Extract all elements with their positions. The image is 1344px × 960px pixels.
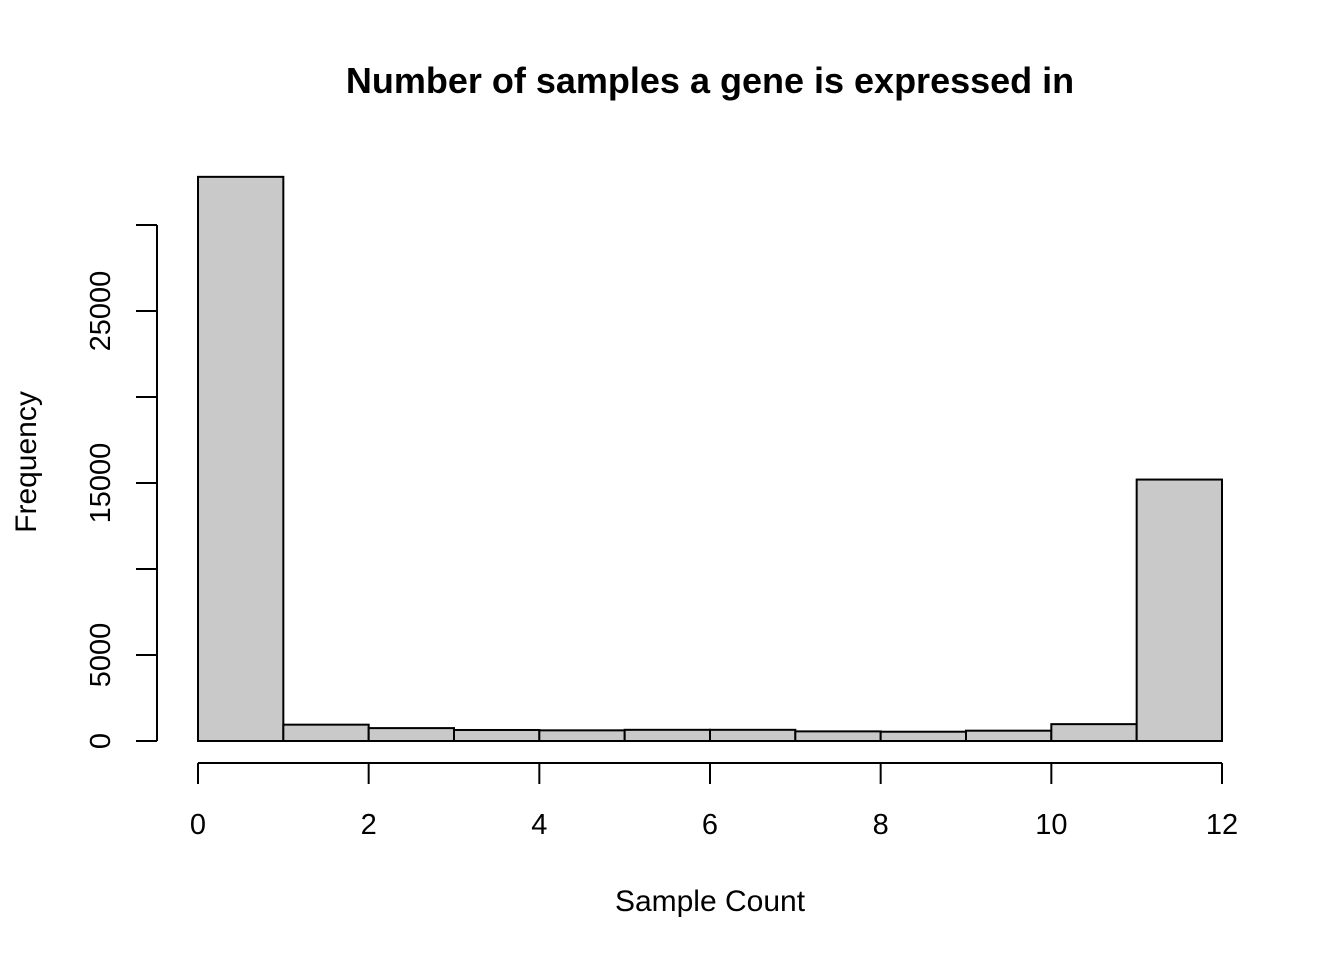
y-axis-label: Frequency: [10, 391, 43, 533]
bars-group: [197, 175, 1223, 743]
histogram-bar: [282, 723, 370, 742]
histogram-bar: [965, 729, 1053, 742]
y-tick-label: 15000: [85, 443, 117, 524]
x-tick-label: 8: [873, 809, 889, 841]
histogram-bar: [623, 728, 712, 743]
histogram-bar: [453, 728, 541, 743]
x-tick-label: 6: [702, 809, 718, 841]
y-tick-label: 0: [85, 733, 117, 749]
x-tick-label: 10: [1035, 809, 1067, 841]
x-tick-label: 12: [1206, 809, 1238, 841]
x-axis-label: Sample Count: [615, 885, 806, 918]
histogram-bar: [709, 728, 797, 743]
y-tick-label: 5000: [85, 623, 117, 688]
histogram-bar: [197, 175, 285, 742]
histogram-bar: [538, 729, 626, 742]
chart-title: Number of samples a gene is expressed in: [346, 60, 1074, 101]
histogram-bar: [367, 727, 455, 742]
x-tick-label: 2: [361, 809, 377, 841]
y-axis: 0 5000 15000 25000: [85, 224, 158, 749]
y-tick-label: 25000: [85, 271, 117, 352]
histogram-bar: [879, 730, 968, 742]
histogram-bar: [794, 730, 882, 742]
x-axis: 0 2 4 6 8 10 12: [190, 762, 1238, 841]
histogram-bar: [1135, 478, 1223, 742]
x-tick-label: 4: [531, 809, 547, 841]
histogram-bar: [1050, 723, 1138, 742]
x-tick-label: 0: [190, 809, 206, 841]
